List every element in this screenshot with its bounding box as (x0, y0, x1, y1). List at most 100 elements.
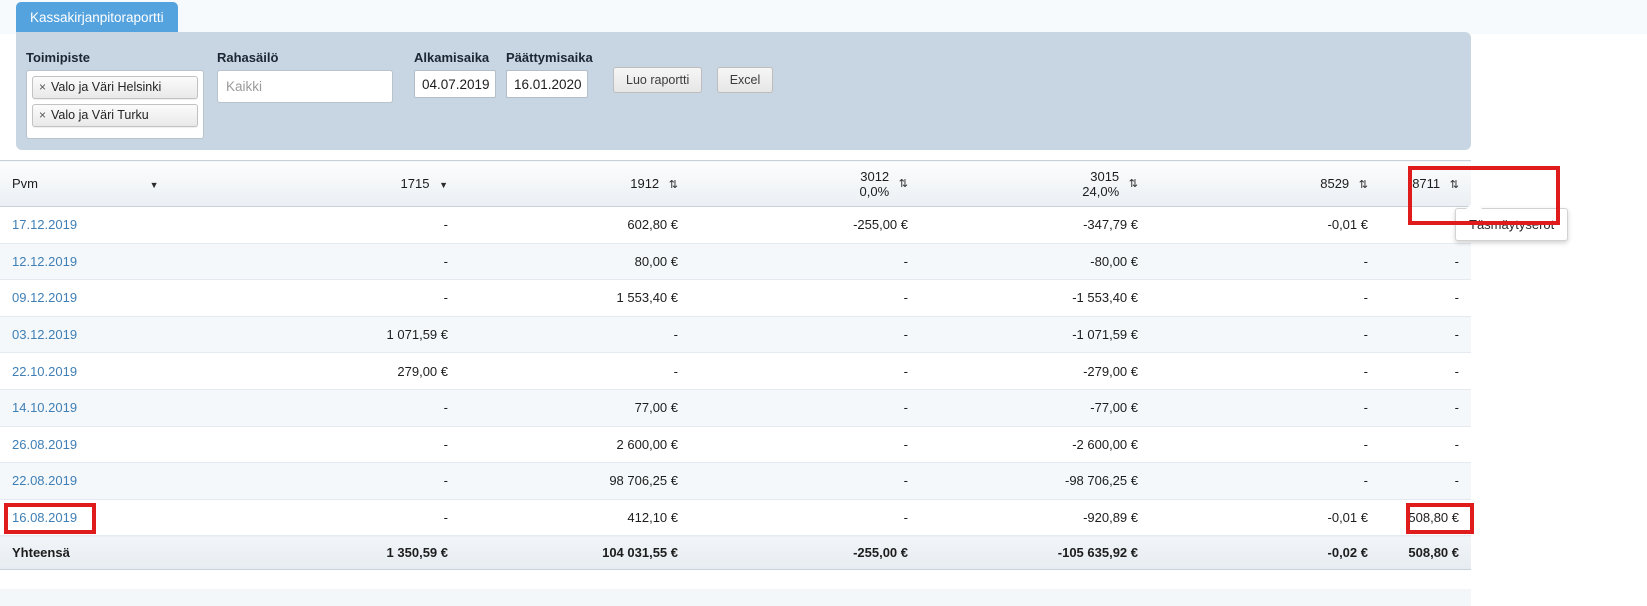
col-header-1912[interactable]: 1912 ⇅ (460, 160, 690, 207)
cell-pvm[interactable]: 03.12.2019 (0, 316, 230, 354)
cell-1912: 2 600,00 € (460, 426, 690, 464)
cell-3012: - (690, 462, 920, 500)
cell-pvm[interactable]: 22.08.2019 (0, 462, 230, 500)
cell-1715: - (230, 426, 460, 464)
remove-icon[interactable]: × (39, 108, 47, 122)
sort-both-icon[interactable]: ⇅ (668, 179, 678, 192)
report-table-wrap: Pvm ▼ 1715 ▼ 1912 ⇅ 3012 0,0% (0, 160, 1471, 571)
cell-8711: 508,80 € (1380, 499, 1471, 537)
date-link[interactable]: 17.12.2019 (12, 217, 78, 233)
excel-export-button[interactable]: Excel (716, 67, 774, 93)
cell-8529: - (1150, 389, 1380, 427)
date-link[interactable]: 09.12.2019 (12, 290, 78, 306)
sort-both-icon[interactable]: ⇅ (1449, 179, 1459, 192)
sort-both-icon[interactable]: ⇅ (898, 178, 908, 190)
date-link[interactable]: 16.08.2019 (12, 510, 78, 526)
date-link[interactable]: 22.08.2019 (12, 473, 78, 489)
field-alkamisaika: Alkamisaika 04.07.2019 (414, 50, 496, 98)
rahasailo-input[interactable]: Kaikki (217, 70, 393, 103)
label-paattymisaika: Päättymisaika (506, 50, 593, 65)
cell-8529: -0,01 € (1150, 499, 1380, 537)
cell-pvm[interactable]: 16.08.2019 (0, 499, 230, 537)
col-header-3012[interactable]: 3012 0,0% ⇅ (690, 160, 920, 207)
filter-actions: Luo raportti Excel (613, 67, 774, 93)
cell-8529: - (1150, 316, 1380, 354)
token-helsinki[interactable]: × Valo ja Väri Helsinki (32, 76, 198, 99)
col-header-label: 8529 (1320, 175, 1350, 191)
cell-8529: - (1150, 462, 1380, 500)
cell-1715: - (230, 243, 460, 281)
cell-1715: - (230, 206, 460, 244)
table-row[interactable]: 14.10.2019 - 77,00 € - -77,00 € - - (0, 389, 1471, 427)
cell-pvm[interactable]: 17.12.2019 (0, 206, 230, 244)
cell-pvm[interactable]: 14.10.2019 (0, 389, 230, 427)
col-header-label: 3015 (1090, 168, 1120, 184)
table-row[interactable]: 26.08.2019 - 2 600,00 € - -2 600,00 € - … (0, 426, 1471, 464)
table-bottom-strip (0, 589, 1471, 606)
totals-3012: -255,00 € (690, 535, 920, 571)
table-body: 17.12.2019 - 602,80 € -255,00 € -347,79 … (0, 206, 1471, 571)
cell-3012: - (690, 499, 920, 537)
totals-1912: 104 031,55 € (460, 535, 690, 571)
col-header-pvm[interactable]: Pvm ▼ (0, 160, 230, 207)
cell-3015: -347,79 € (920, 206, 1150, 244)
table-row[interactable]: 16.08.2019 - 412,10 € - -920,89 € -0,01 … (0, 499, 1471, 537)
cell-pvm[interactable]: 22.10.2019 (0, 352, 230, 390)
cell-3012: - (690, 389, 920, 427)
cell-pvm[interactable]: 12.12.2019 (0, 243, 230, 281)
col-header-label-group: 3015 24,0% (1082, 169, 1119, 199)
cell-1912: - (460, 316, 690, 354)
token-label: Valo ja Väri Helsinki (51, 80, 162, 94)
cell-pvm[interactable]: 26.08.2019 (0, 426, 230, 464)
col-header-label: 8711 (1412, 175, 1441, 191)
date-link[interactable]: 22.10.2019 (12, 363, 78, 379)
table-row[interactable]: 03.12.2019 1 071,59 € - - -1 071,59 € - … (0, 316, 1471, 354)
token-turku[interactable]: × Valo ja Väri Turku (32, 104, 198, 127)
cell-8711: - (1380, 389, 1471, 427)
alkamisaika-input[interactable]: 04.07.2019 (414, 70, 496, 98)
sort-both-icon[interactable]: ⇅ (1358, 179, 1368, 192)
date-link[interactable]: 26.08.2019 (12, 436, 78, 452)
cell-3012: - (690, 426, 920, 464)
cell-3012: - (690, 243, 920, 281)
totals-1715: 1 350,59 € (230, 535, 460, 571)
tab-kassakirjanpitoraportti[interactable]: Kassakirjanpitoraportti (16, 2, 178, 32)
cell-1912: 77,00 € (460, 389, 690, 427)
remove-icon[interactable]: × (39, 80, 47, 94)
generate-report-button[interactable]: Luo raportti (613, 67, 703, 93)
cell-8529: - (1150, 426, 1380, 464)
cell-1715: 279,00 € (230, 352, 460, 390)
cell-3015: -1 071,59 € (920, 316, 1150, 354)
sort-desc-icon[interactable]: ▼ (439, 179, 448, 190)
table-row[interactable]: 22.08.2019 - 98 706,25 € - -98 706,25 € … (0, 462, 1471, 500)
cell-3012: - (690, 352, 920, 390)
cell-8529: - (1150, 352, 1380, 390)
table-row[interactable]: 22.10.2019 279,00 € - - -279,00 € - - (0, 352, 1471, 390)
date-link[interactable]: 14.10.2019 (12, 400, 78, 416)
col-header-sublabel: 24,0% (1082, 183, 1120, 199)
table-row[interactable]: 12.12.2019 - 80,00 € - -80,00 € - - (0, 243, 1471, 281)
sort-desc-icon[interactable]: ▼ (149, 179, 159, 190)
cell-8711: - (1380, 243, 1471, 281)
table-row[interactable]: 09.12.2019 - 1 553,40 € - -1 553,40 € - … (0, 279, 1471, 317)
date-link[interactable]: 03.12.2019 (12, 327, 78, 343)
cell-8529: - (1150, 279, 1380, 317)
cell-3015: -80,00 € (920, 243, 1150, 281)
table-row[interactable]: 17.12.2019 - 602,80 € -255,00 € -347,79 … (0, 206, 1471, 244)
toimipiste-multiselect[interactable]: × Valo ja Väri Helsinki × Valo ja Väri Tur… (26, 70, 204, 139)
totals-8711: 508,80 € (1380, 535, 1471, 571)
cell-3015: -77,00 € (920, 389, 1150, 427)
sort-both-icon[interactable]: ⇅ (1128, 178, 1138, 190)
cell-3015: -2 600,00 € (920, 426, 1150, 464)
report-table: Pvm ▼ 1715 ▼ 1912 ⇅ 3012 0,0% (0, 160, 1471, 571)
cell-1715: - (230, 279, 460, 317)
col-header-8711[interactable]: 8711 ⇅ (1380, 160, 1471, 207)
paattymisaika-input[interactable]: 16.01.2020 (506, 70, 588, 98)
col-header-8529[interactable]: 8529 ⇅ (1150, 160, 1380, 207)
date-link[interactable]: 12.12.2019 (12, 253, 78, 269)
cell-1715: - (230, 389, 460, 427)
col-header-1715[interactable]: 1715 ▼ (230, 160, 460, 207)
col-header-3015[interactable]: 3015 24,0% ⇅ (920, 160, 1150, 207)
cell-pvm[interactable]: 09.12.2019 (0, 279, 230, 317)
label-rahasailo: Rahasäilö (217, 50, 279, 65)
